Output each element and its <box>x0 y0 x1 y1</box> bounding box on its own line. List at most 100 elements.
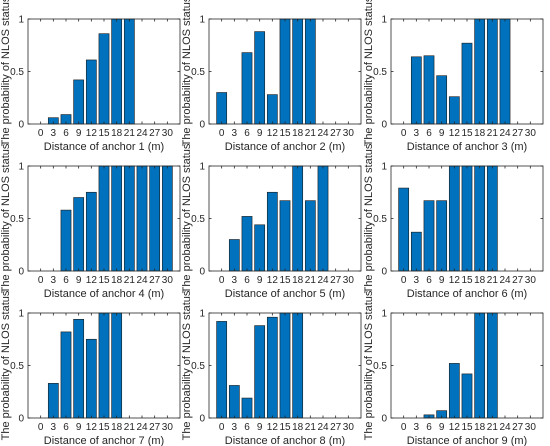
bar <box>304 200 316 272</box>
bar <box>266 316 278 419</box>
bar <box>398 187 410 272</box>
y-tick-label: 0 <box>381 120 387 131</box>
y-tick-label: 0.5 <box>191 361 205 372</box>
y-axis-label: The probability of NLOS status <box>363 0 375 146</box>
y-axis-label: The probability of NLOS status <box>0 0 12 146</box>
bar <box>410 231 422 272</box>
x-tick-label: 0 <box>38 422 44 433</box>
x-tick-label: 24 <box>317 275 329 286</box>
bar <box>486 165 498 272</box>
x-tick-label: 6 <box>63 422 69 433</box>
x-tick-label: 0 <box>401 422 407 433</box>
x-tick-label: 18 <box>292 275 304 286</box>
y-tick-label: 0.5 <box>10 214 24 225</box>
x-tick-label: 9 <box>439 422 445 433</box>
bar <box>254 325 266 419</box>
y-tick-label: 0 <box>381 267 387 278</box>
x-tick-label: 12 <box>267 275 279 286</box>
bar <box>499 18 511 125</box>
x-tick-label: 18 <box>474 128 486 139</box>
x-tick-label: 24 <box>317 422 329 433</box>
y-axis-label: The probability of NLOS status <box>181 143 193 293</box>
y-tick-label: 1 <box>18 162 24 173</box>
bar <box>486 312 498 419</box>
y-tick-label: 1 <box>381 162 387 173</box>
y-tick-label: 0.5 <box>373 67 387 78</box>
x-tick-label: 15 <box>461 422 473 433</box>
x-tick-label: 18 <box>292 422 304 433</box>
x-tick-label: 27 <box>149 128 161 139</box>
bar <box>266 191 278 272</box>
bar <box>436 75 448 125</box>
x-tick-label: 30 <box>525 275 537 286</box>
x-tick-label: 24 <box>499 128 511 139</box>
x-tick-label: 3 <box>414 275 420 286</box>
bar <box>161 165 173 272</box>
x-tick-label: 0 <box>219 422 225 433</box>
x-tick-label: 0 <box>38 128 44 139</box>
x-tick-label: 3 <box>51 275 57 286</box>
bar <box>474 18 486 125</box>
x-tick-label: 12 <box>86 422 98 433</box>
x-tick-label: 15 <box>461 275 473 286</box>
x-axis-label: Distance of anchor 4 (m) <box>44 288 164 300</box>
x-tick-label: 21 <box>124 422 136 433</box>
bar <box>241 52 253 125</box>
x-tick-label: 18 <box>111 128 123 139</box>
bar <box>292 312 304 419</box>
x-tick-label: 21 <box>487 128 499 139</box>
x-tick-label: 3 <box>232 128 238 139</box>
y-tick-label: 0.5 <box>10 361 24 372</box>
bar <box>98 165 110 272</box>
bar <box>317 165 329 272</box>
x-tick-label: 12 <box>267 128 279 139</box>
bar <box>486 18 498 125</box>
bar <box>241 397 253 419</box>
bar <box>136 165 148 272</box>
y-axis-label: The probability of NLOS status <box>0 290 12 440</box>
bar <box>461 373 473 419</box>
bar <box>423 55 435 125</box>
bar <box>304 18 316 125</box>
x-tick-label: 30 <box>162 275 174 286</box>
x-tick-label: 24 <box>136 128 148 139</box>
x-tick-label: 21 <box>305 128 317 139</box>
bar <box>149 165 161 272</box>
x-tick-label: 15 <box>98 422 110 433</box>
bar <box>123 18 135 125</box>
y-tick-label: 0 <box>18 414 24 425</box>
x-tick-label: 27 <box>512 128 524 139</box>
x-tick-label: 30 <box>343 275 355 286</box>
bar <box>111 165 123 272</box>
x-tick-label: 9 <box>439 128 445 139</box>
x-tick-label: 27 <box>149 275 161 286</box>
x-tick-label: 15 <box>279 422 291 433</box>
y-tick-label: 1 <box>199 15 205 26</box>
x-tick-label: 24 <box>499 275 511 286</box>
x-axis-label: Distance of anchor 5 (m) <box>225 288 345 300</box>
bar <box>216 92 228 125</box>
y-tick-label: 0.5 <box>10 67 24 78</box>
x-tick-label: 30 <box>525 422 537 433</box>
x-tick-label: 21 <box>124 128 136 139</box>
bar <box>123 165 135 272</box>
x-tick-label: 3 <box>232 275 238 286</box>
x-tick-label: 24 <box>136 275 148 286</box>
x-tick-label: 12 <box>449 275 461 286</box>
x-tick-label: 27 <box>330 128 342 139</box>
bar <box>448 363 460 419</box>
x-tick-label: 21 <box>487 275 499 286</box>
x-axis-label: Distance of anchor 6 (m) <box>407 288 527 300</box>
x-tick-label: 9 <box>76 128 82 139</box>
x-tick-label: 15 <box>279 128 291 139</box>
bar <box>279 18 291 125</box>
x-tick-label: 6 <box>244 275 250 286</box>
bar <box>292 165 304 272</box>
bar <box>423 200 435 272</box>
y-tick-label: 0.5 <box>373 214 387 225</box>
